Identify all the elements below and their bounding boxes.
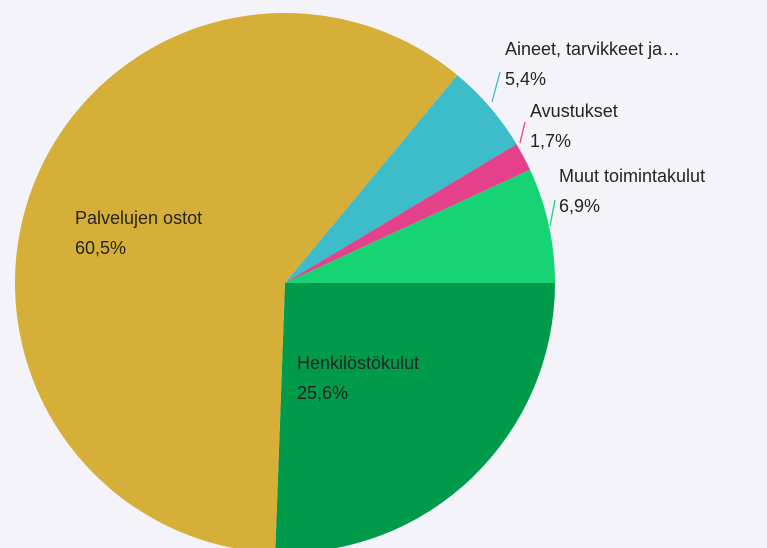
slice-label: Avustukset: [530, 101, 618, 121]
value-label: 1,7%: [530, 131, 571, 151]
value-label: 60,5%: [75, 238, 126, 258]
slice-label: Henkilöstökulut: [297, 353, 419, 373]
leader-line: [491, 71, 501, 103]
value-label: 5,4%: [505, 69, 546, 89]
slice-label: Palvelujen ostot: [75, 208, 202, 228]
value-label: 6,9%: [559, 196, 600, 216]
pie-slice: [15, 13, 458, 548]
leader-line: [549, 199, 556, 227]
slice-label: Aineet, tarvikkeet ja…: [505, 39, 680, 59]
leader-line: [519, 121, 526, 144]
pie-slice: [285, 144, 531, 283]
value-label: 25,6%: [297, 383, 348, 403]
pie-slice: [275, 283, 555, 548]
slice-label: Muut toimintakulut: [559, 166, 705, 186]
pie-slice: [285, 75, 517, 283]
pie-slice: [285, 169, 555, 283]
